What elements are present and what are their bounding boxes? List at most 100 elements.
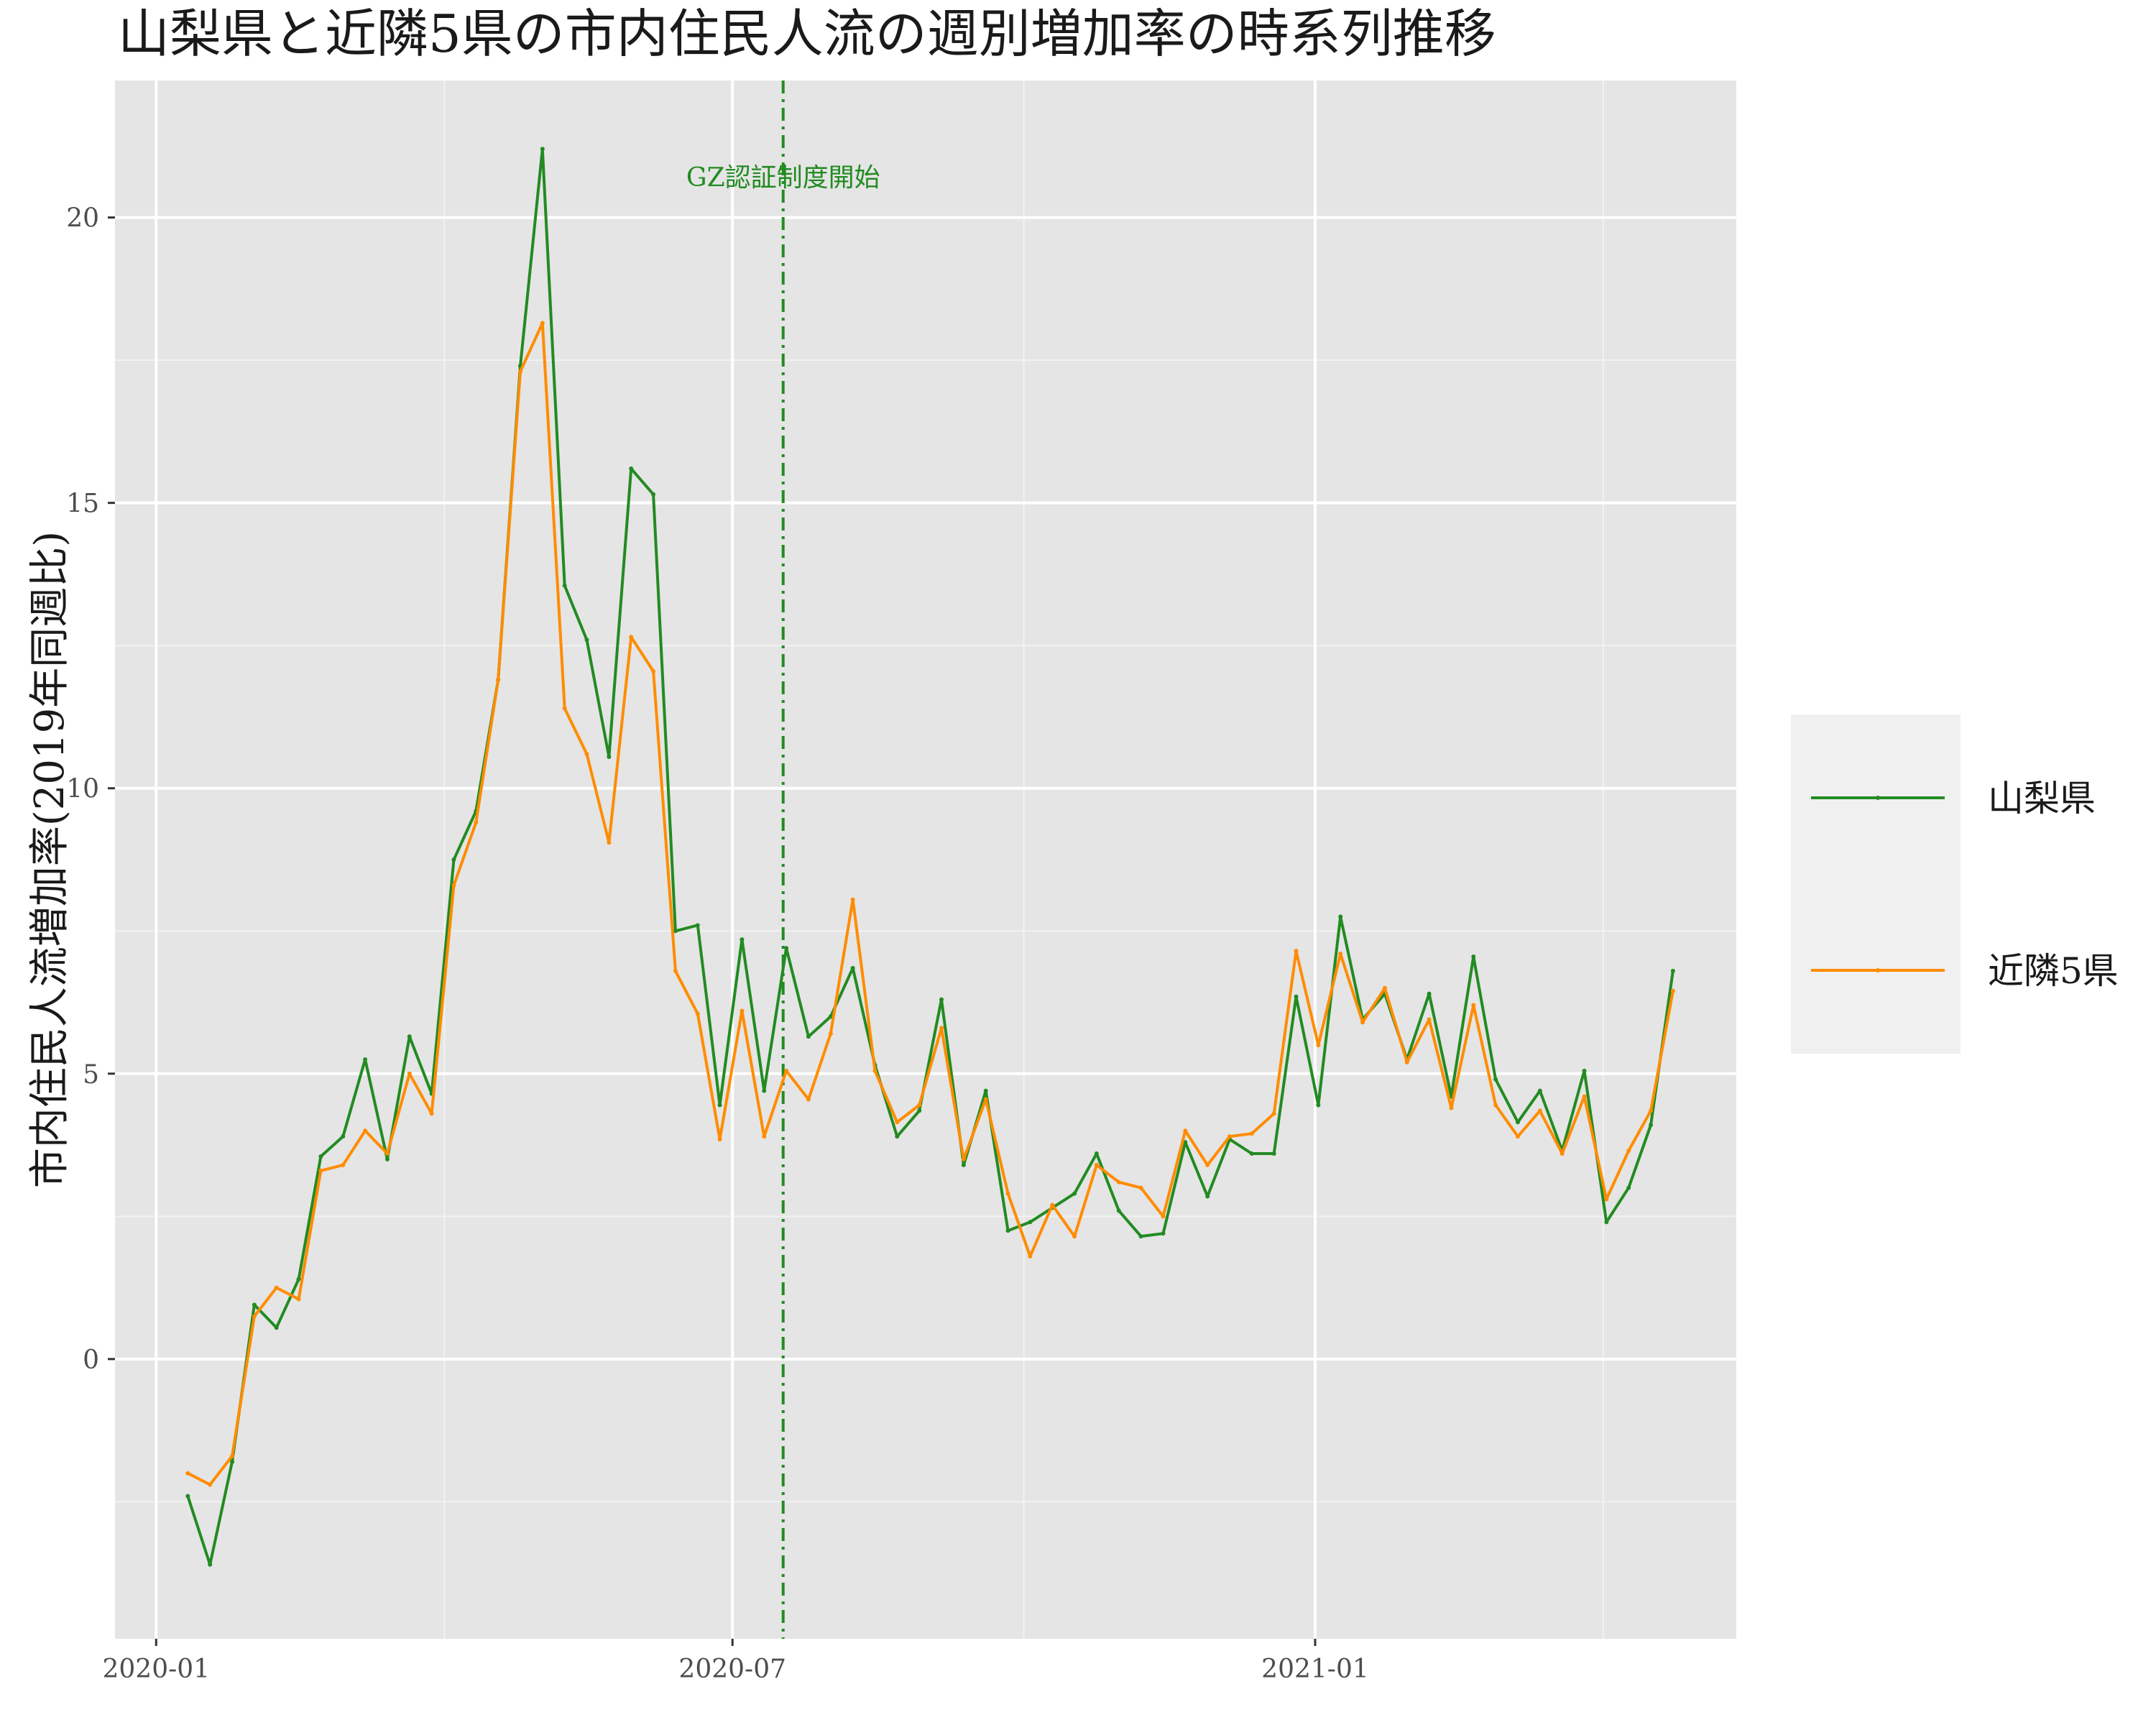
series-0-point xyxy=(1028,1220,1033,1225)
annotation-label: GZ認証制度開始 xyxy=(686,163,880,193)
y-tick-label: 10 xyxy=(66,775,99,804)
series-1-point xyxy=(695,1011,700,1016)
y-tick-label: 5 xyxy=(83,1060,99,1090)
series-0-point xyxy=(1626,1185,1631,1190)
series-0-point xyxy=(407,1034,412,1039)
series-0-point xyxy=(607,755,612,760)
series-1-point xyxy=(1471,1003,1476,1008)
series-1-point xyxy=(1138,1185,1143,1190)
series-1-point xyxy=(1604,1197,1609,1202)
y-axis-label: 市内住民人流増加率(2019年同週比) xyxy=(27,531,73,1188)
y-tick-label: 0 xyxy=(83,1346,99,1375)
series-1-point xyxy=(562,706,567,711)
series-1-point xyxy=(1427,1017,1432,1022)
series-0-point xyxy=(384,1156,390,1162)
series-1-point xyxy=(1271,1111,1276,1116)
series-1-point xyxy=(540,321,545,326)
legend-background xyxy=(1791,714,1961,1054)
series-0-point xyxy=(562,583,567,588)
series-0-point xyxy=(1493,1077,1498,1082)
series-1-point xyxy=(274,1285,279,1290)
series-0-point xyxy=(1094,1151,1099,1156)
series-0-point xyxy=(1138,1234,1143,1239)
series-1-point xyxy=(1493,1103,1498,1108)
y-tick-label: 20 xyxy=(66,204,99,234)
series-1-point xyxy=(1094,1162,1099,1167)
series-1-point xyxy=(363,1128,368,1133)
series-0-point xyxy=(1183,1140,1188,1145)
series-0-point xyxy=(1604,1220,1609,1225)
series-1-point xyxy=(1116,1179,1121,1184)
series-0-point xyxy=(1316,1103,1321,1108)
series-1-point xyxy=(983,1097,988,1102)
series-0-point xyxy=(983,1088,988,1093)
series-0-point xyxy=(1582,1068,1587,1073)
y-axis: 0 5 10 15 20 xyxy=(66,204,115,1375)
series-1-point xyxy=(208,1482,213,1487)
series-1-point xyxy=(1515,1134,1520,1139)
series-1-point xyxy=(1338,952,1343,957)
series-1-point xyxy=(1537,1108,1542,1113)
x-axis: 2020-01 2020-07 2021-01 xyxy=(102,1639,1369,1684)
annotation: GZ認証制度開始 xyxy=(686,80,880,1639)
series-1-point xyxy=(496,677,501,682)
series-1-point xyxy=(939,1026,944,1031)
plot-panel xyxy=(115,80,1736,1639)
series-1-point xyxy=(1294,949,1299,954)
series-0-point xyxy=(1515,1120,1520,1125)
series-1-point xyxy=(1670,988,1675,993)
series-line-1 xyxy=(187,321,1674,1486)
series-0-point xyxy=(1072,1191,1077,1196)
series-0-point xyxy=(1249,1151,1254,1156)
series-1-point xyxy=(895,1120,900,1125)
series-1-point xyxy=(341,1162,346,1167)
series-0-point xyxy=(1471,954,1476,960)
series-0-point xyxy=(850,965,855,970)
series-1-point xyxy=(1050,1202,1055,1208)
series-0-point xyxy=(740,937,745,942)
series-0-point xyxy=(274,1325,279,1330)
series-0-point xyxy=(1649,1123,1654,1128)
series-1-point xyxy=(629,635,634,640)
series-0-point xyxy=(584,638,589,643)
series-1-point xyxy=(651,668,656,673)
y-tick-label: 15 xyxy=(66,489,99,519)
series-0-point xyxy=(1205,1194,1210,1199)
series-1-point xyxy=(407,1071,412,1076)
series-0-point xyxy=(1338,914,1343,919)
series-1-point xyxy=(1072,1234,1077,1239)
chart-title: 山梨県と近隣5県の市内住民人流の週別増加率の時系列推移 xyxy=(118,4,1496,64)
series-0-point xyxy=(762,1088,767,1093)
legend-label-neighbors: 近隣5県 xyxy=(1988,950,2119,992)
series-0-point xyxy=(1271,1151,1276,1156)
series-1-point xyxy=(717,1137,722,1142)
series-1-point xyxy=(1449,1105,1454,1110)
series-1-point xyxy=(1649,1108,1654,1113)
series-0-point xyxy=(1161,1231,1166,1236)
series-0-point xyxy=(1005,1228,1010,1233)
x-tick-label: 2021-01 xyxy=(1261,1655,1369,1684)
x-tick-label: 2020-01 xyxy=(102,1655,210,1684)
series-0-point xyxy=(185,1494,190,1499)
series-0-point xyxy=(651,492,656,497)
series-1-point xyxy=(296,1297,301,1302)
series-0-point xyxy=(629,466,634,472)
series-1-point xyxy=(1382,985,1387,990)
legend: 山梨県 近隣5県 xyxy=(1791,714,2119,1054)
legend-key-dot-neighbors xyxy=(1876,968,1880,972)
series-line-0 xyxy=(186,147,1674,1566)
series-1-point xyxy=(1161,1214,1166,1219)
series-1-point xyxy=(1028,1254,1033,1259)
series-1-point xyxy=(872,1068,877,1073)
series-0-point xyxy=(1116,1208,1121,1213)
series-1-point xyxy=(318,1168,323,1173)
series-1-point xyxy=(518,369,522,374)
series-0-point xyxy=(806,1034,811,1039)
series-1-point xyxy=(252,1314,257,1319)
series-0-point xyxy=(961,1162,966,1167)
series-0-point xyxy=(939,997,944,1002)
series-0-point xyxy=(252,1302,257,1307)
series-0-point xyxy=(363,1057,368,1062)
series-1-point xyxy=(474,820,479,825)
